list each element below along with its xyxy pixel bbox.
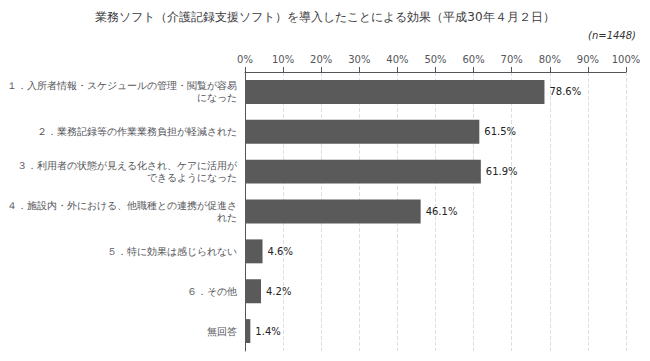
svg-text:30%: 30% <box>348 54 370 65</box>
svg-text:１．入所者情報・スケジュールの管理・閲覧が容易: １．入所者情報・スケジュールの管理・閲覧が容易 <box>7 80 237 91</box>
svg-text:無回答: 無回答 <box>207 326 237 337</box>
svg-text:３．利用者の状態が見える化され、ケアに活用が: ３．利用者の状態が見える化され、ケアに活用が <box>17 160 238 171</box>
svg-text:５．特に効果は感じられない: ５．特に効果は感じられない <box>107 246 237 257</box>
svg-text:業務ソフト（介護記録支援ソフト）を導入したことによる効果（平: 業務ソフト（介護記録支援ソフト）を導入したことによる効果（平成30年４月２日） <box>95 10 554 24</box>
svg-text:２．業務記録等の作業業務負担が軽減された: ２．業務記録等の作業業務負担が軽減された <box>37 126 237 137</box>
svg-text:できるようになった: できるようになった <box>147 172 237 183</box>
svg-text:40%: 40% <box>386 54 408 65</box>
svg-text:61.5%: 61.5% <box>484 126 516 137</box>
svg-text:1.4%: 1.4% <box>255 326 280 337</box>
svg-text:4.2%: 4.2% <box>266 286 291 297</box>
svg-text:46.1%: 46.1% <box>426 206 458 217</box>
svg-text:60%: 60% <box>462 54 484 65</box>
svg-text:れた: れた <box>217 212 237 223</box>
svg-text:(n=1448): (n=1448) <box>588 30 636 41</box>
svg-text:６．その他: ６．その他 <box>187 286 237 297</box>
svg-text:50%: 50% <box>424 54 446 65</box>
svg-text:70%: 70% <box>501 54 523 65</box>
svg-text:90%: 90% <box>577 54 599 65</box>
svg-text:80%: 80% <box>539 54 561 65</box>
svg-text:61.9%: 61.9% <box>486 166 518 177</box>
svg-text:78.6%: 78.6% <box>549 86 581 97</box>
svg-text:4.6%: 4.6% <box>268 246 293 257</box>
svg-text:になった: になった <box>197 92 237 103</box>
svg-text:0%: 0% <box>237 54 253 65</box>
svg-text:20%: 20% <box>310 54 332 65</box>
svg-text:100%: 100% <box>612 54 641 65</box>
svg-text:10%: 10% <box>272 54 294 65</box>
svg-text:４．施設内・外における、他職種との連携が促進さ: ４．施設内・外における、他職種との連携が促進さ <box>7 200 237 211</box>
